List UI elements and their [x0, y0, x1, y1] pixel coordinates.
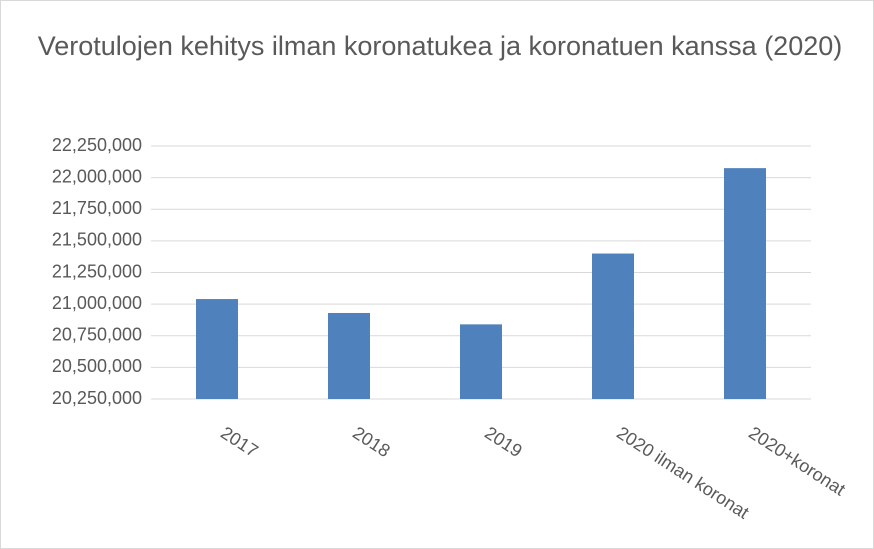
y-tick-label: 20,750,000	[52, 325, 142, 345]
y-tick-label: 21,000,000	[52, 293, 142, 313]
bar	[460, 324, 502, 399]
y-tick-label: 22,000,000	[52, 166, 142, 186]
y-tick-label: 21,500,000	[52, 230, 142, 250]
bar	[196, 299, 238, 399]
chart-title: Verotulojen kehitys ilman koronatukea ja…	[37, 31, 843, 61]
x-tick-label: 2020+koronat	[745, 423, 849, 500]
x-tick-label: 2018	[349, 423, 393, 462]
y-tick-label: 22,250,000	[52, 135, 142, 155]
x-tick-label: 2017	[217, 423, 261, 462]
bar	[328, 312, 370, 399]
y-tick-label: 20,250,000	[52, 388, 142, 408]
y-tick-label: 21,250,000	[52, 261, 142, 281]
bar	[592, 253, 634, 399]
x-tick-label: 2020 ilman koronat	[613, 423, 752, 523]
y-tick-label: 21,750,000	[52, 198, 142, 218]
y-tick-label: 20,500,000	[52, 356, 142, 376]
x-tick-label: 2019	[481, 423, 525, 462]
bar	[724, 168, 766, 399]
